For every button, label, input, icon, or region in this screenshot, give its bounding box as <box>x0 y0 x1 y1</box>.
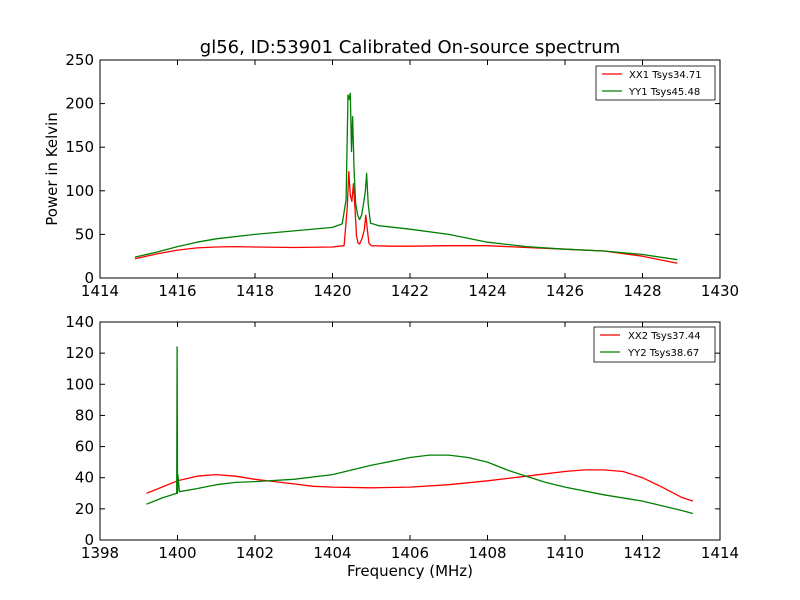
top-legend-box <box>595 65 716 101</box>
figure-title: gl56, ID:53901 Calibrated On-source spec… <box>200 37 620 58</box>
top-x-tick-label: 1430 <box>701 282 739 300</box>
top-y-tick-label: 100 <box>65 182 94 200</box>
bottom-legend-label-xx2: XX2 Tsys37.44 <box>628 331 701 342</box>
bottom-x-tick-label: 1412 <box>623 544 661 562</box>
bottom-x-axis-label: Frequency (MHz) <box>347 562 473 580</box>
bottom-x-tick-label: 1410 <box>546 544 584 562</box>
top-y-tick-label: 50 <box>75 225 94 243</box>
bottom-y-tick-label: 120 <box>65 344 94 362</box>
bottom-legend-label-yy2: YY2 Tsys38.67 <box>627 348 699 359</box>
bottom-series-line-2 <box>146 346 694 515</box>
top-y-axis-label: Power in Kelvin <box>43 112 61 226</box>
bottom-x-tick-label: 1414 <box>701 544 739 562</box>
bottom-y-tick-label: 0 <box>84 531 94 549</box>
top-x-tick-label: 1424 <box>468 282 506 300</box>
bottom-series-layer <box>146 346 694 515</box>
top-ticks-layer: 1414 1416 1418 1420 1422 1424 1426 1428 1430 0 50 1… <box>65 51 739 300</box>
top-legend-label-xx1: XX1 Tsys34.71 <box>629 70 702 81</box>
bottom-x-tick-label: 1406 <box>391 544 429 562</box>
bottom-legend-box <box>593 326 716 363</box>
bottom-x-tick-label: 1408 <box>468 544 506 562</box>
top-y-tick-label: 0 <box>84 269 94 287</box>
top-x-tick-label: 1420 <box>313 282 351 300</box>
bottom-y-tick-label: 60 <box>75 438 94 456</box>
bottom-y-tick-label: 20 <box>75 500 94 518</box>
top-y-tick-label: 200 <box>65 95 94 113</box>
bottom-legend: XX2 Tsys37.44 YY2 Tsys38.67 <box>593 326 716 363</box>
bottom-y-tick-label: 80 <box>75 406 94 424</box>
top-y-tick-label: 250 <box>65 51 94 69</box>
bottom-spectrum-panel: 1398 1400 1402 1404 1406 1408 1410 1412 1414 0 20 4… <box>65 313 739 580</box>
top-series-line-1 <box>134 170 678 264</box>
top-x-tick-label: 1418 <box>236 282 274 300</box>
bottom-series-line-1 <box>146 469 694 502</box>
bottom-y-tick-label: 140 <box>65 313 94 331</box>
top-spectrum-panel: 1414 1416 1418 1420 1422 1424 1426 1428 1430 0 50 1… <box>43 51 739 300</box>
bottom-x-tick-label: 1400 <box>158 544 196 562</box>
bottom-y-tick-label: 40 <box>75 469 94 487</box>
top-legend-label-yy1: YY1 Tsys45.48 <box>628 87 700 98</box>
top-x-tick-label: 1422 <box>391 282 429 300</box>
bottom-ticks-layer: 1398 1400 1402 1404 1406 1408 1410 1412 1414 0 20 4… <box>65 313 739 562</box>
top-x-tick-label: 1428 <box>623 282 661 300</box>
bottom-x-tick-label: 1404 <box>313 544 351 562</box>
top-x-tick-label: 1414 <box>81 282 119 300</box>
top-legend: XX1 Tsys34.71 YY1 Tsys45.48 <box>595 65 716 101</box>
bottom-y-tick-label: 100 <box>65 375 94 393</box>
top-y-tick-label: 150 <box>65 138 94 156</box>
bottom-x-tick-label: 1402 <box>236 544 274 562</box>
top-series-layer <box>134 92 678 264</box>
top-x-tick-label: 1426 <box>546 282 584 300</box>
bottom-x-tick-label: 1398 <box>81 544 119 562</box>
top-series-line-2 <box>134 92 678 261</box>
top-x-tick-label: 1416 <box>158 282 196 300</box>
